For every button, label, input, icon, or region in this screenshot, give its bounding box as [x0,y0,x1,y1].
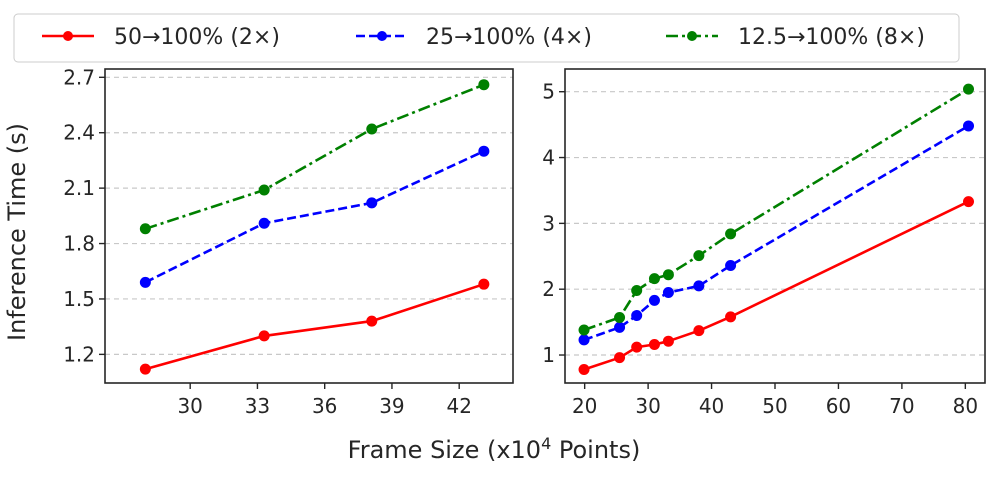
x-axis-label-main: Frame Size (x10 [348,436,541,464]
legend-frame [13,13,960,63]
right-series-0-point [693,325,705,337]
right-series-2-point [725,228,737,240]
left-series-1-point [258,217,270,229]
right-series-1-point [963,120,975,132]
right-series-2-point [648,273,660,285]
left-gridlines [105,76,513,355]
left-series-line-2 [144,83,485,231]
chart-panel-left: 1.2 1.5 1.8 2.1 2.4 2.7 30 33 36 39 42 [63,65,514,418]
left-ytick-label: 2.4 [63,121,95,145]
right-series-0-point [662,335,674,347]
right-series-1-point [578,334,590,346]
legend-entry-0: 50→100% (2×) [42,25,280,50]
right-ytick-label: 3 [542,211,555,235]
left-series-2-point [478,79,490,91]
left-series-2-point [139,223,151,235]
right-series-2-point [614,312,626,324]
left-series-2-point [366,123,378,135]
right-series-2-point [963,83,975,95]
legend-marker-2 [687,31,697,41]
right-series-layer [578,83,975,376]
right-xtick-label: 40 [699,394,724,418]
right-series-2-point [631,285,643,297]
left-ytick-label: 2.7 [63,65,95,89]
right-series-1-point [725,259,737,271]
left-series-1-point [478,145,490,157]
left-series-0-point [139,363,151,375]
left-ytick-label: 1.8 [63,232,95,256]
right-xtick-label: 20 [572,394,597,418]
chart-panel-right: 1 2 3 4 5 20 30 40 50 60 70 80 [542,68,986,418]
right-series-0-point [725,311,737,323]
right-xtick-label: 70 [889,394,914,418]
left-series-0-point [366,315,378,327]
left-ytick-label: 1.5 [63,287,95,311]
legend-marker-1 [377,31,387,41]
legend-label-2: 12.5→100% (8×) [738,25,925,50]
y-axis-label: Inference Time (s) [3,123,31,341]
right-ytick-label: 2 [542,277,555,301]
right-series-1-point [614,321,626,333]
left-ytick-label: 1.2 [63,342,95,366]
right-xtick-label: 50 [762,394,787,418]
x-axis-label-suffix: Points) [551,436,640,464]
legend-label-1: 25→100% (4×) [426,25,592,50]
right-gridlines [565,91,985,356]
right-series-line-0 [583,200,970,371]
right-xtick-label: 60 [826,394,851,418]
right-series-2-point [662,269,674,281]
right-series-line-2 [583,87,970,332]
left-xtick-label: 33 [245,394,270,418]
left-series-line-0 [145,282,485,371]
right-series-0-point [963,196,975,208]
right-ytick-label: 4 [542,146,555,170]
x-axis-label-superscript: 4 [541,434,551,453]
right-ytick-label: 5 [542,80,555,104]
left-series-1-point [139,276,151,288]
right-series-1-point [693,280,705,292]
legend-label-0: 50→100% (2×) [114,25,280,50]
legend: 50→100% (2×) 25→100% (4×) 12.5→100% (8×) [13,13,960,63]
left-ytick-label: 2.1 [63,176,95,200]
right-ytick-label: 1 [542,343,555,367]
left-xtick-label: 36 [312,394,337,418]
right-series-2-point [578,324,590,336]
right-plot-frame [564,68,986,384]
left-xtick-label: 30 [177,394,202,418]
left-series-0-point [258,330,270,342]
x-axis-label: Frame Size (x104 Points) [348,434,641,464]
left-series-layer [139,79,490,375]
right-xtick-label: 30 [635,394,660,418]
right-series-0-point [631,341,643,353]
right-series-0-point [578,364,590,376]
left-series-1-point [366,197,378,209]
right-series-1-point [648,294,660,306]
left-xtick-label: 42 [446,394,471,418]
right-series-2-point [693,250,705,262]
legend-marker-0 [63,31,73,41]
right-series-1-point [631,310,643,322]
right-series-0-point [614,352,626,364]
left-series-0-point [478,278,490,290]
left-plot-frame [104,68,514,384]
right-xtick-label: 80 [953,394,978,418]
right-axis-ticks: 1 2 3 4 5 20 30 40 50 60 70 80 [542,80,978,418]
legend-entry-1: 25→100% (4×) [356,25,592,50]
left-axis-ticks: 1.2 1.5 1.8 2.1 2.4 2.7 30 33 36 39 42 [63,65,472,418]
right-series-1-point [662,286,674,298]
right-series-0-point [648,338,660,350]
left-xtick-label: 39 [379,394,404,418]
left-series-2-point [258,184,270,196]
left-series-line-1 [144,150,485,284]
legend-entry-2: 12.5→100% (8×) [666,25,925,50]
